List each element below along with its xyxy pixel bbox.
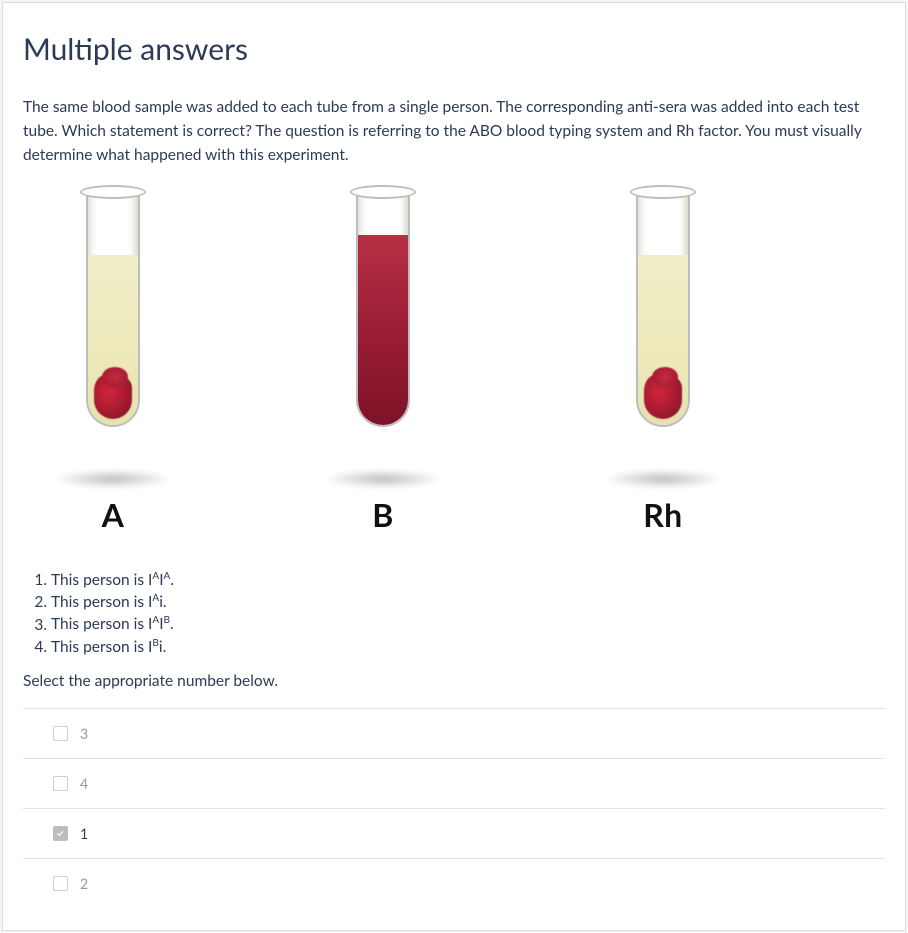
option-row[interactable]: 4 (23, 759, 885, 809)
statement-text: i. (159, 593, 166, 611)
select-instruction: Select the appropriate number below. (23, 672, 885, 690)
option-row[interactable]: 3 (23, 709, 885, 759)
test-tube-icon (78, 185, 148, 435)
tube-b: B (303, 185, 463, 534)
tube-row: A B Rh (23, 185, 885, 534)
options-list: 3 4 1 2 (23, 708, 885, 908)
statement-text: This person is I (51, 616, 152, 634)
statement-text: This person is I (51, 571, 152, 589)
option-row[interactable]: 2 (23, 859, 885, 908)
test-tube-icon (628, 185, 698, 435)
option-label: 3 (80, 725, 88, 742)
option-label: 1 (80, 825, 88, 842)
checkbox-icon[interactable] (53, 726, 68, 741)
statement-item: This person is IAIA. (51, 570, 885, 589)
drop-shadow (53, 469, 173, 489)
tube-label: A (102, 495, 125, 534)
checkbox-icon[interactable] (53, 876, 68, 891)
statement-item: This person is IAi. (51, 592, 885, 611)
tube-label: B (372, 495, 394, 534)
statement-item: This person is IAIB. (51, 614, 885, 633)
question-title: Multiple answers (23, 31, 885, 67)
drop-shadow (603, 469, 723, 489)
tube-a: A (33, 185, 193, 534)
statement-item: This person is IBi. (51, 637, 885, 656)
statement-text: . (170, 571, 174, 589)
question-prompt: The same blood sample was added to each … (23, 95, 885, 167)
checkbox-icon[interactable] (53, 776, 68, 791)
tube-label: Rh (643, 495, 682, 534)
statement-text: This person is I (51, 593, 152, 611)
statement-text: This person is I (51, 638, 152, 656)
question-card: Multiple answers The same blood sample w… (2, 2, 906, 931)
tube-rh: Rh (583, 185, 743, 534)
option-label: 2 (80, 875, 88, 892)
option-label: 4 (80, 775, 88, 792)
test-tube-icon (348, 185, 418, 435)
option-row[interactable]: 1 (23, 809, 885, 859)
statement-text: . (170, 616, 174, 634)
drop-shadow (323, 469, 443, 489)
checkbox-icon[interactable] (53, 826, 68, 841)
statement-text: i. (159, 638, 166, 656)
statements-list: This person is IAIA. This person is IAi.… (29, 570, 885, 656)
